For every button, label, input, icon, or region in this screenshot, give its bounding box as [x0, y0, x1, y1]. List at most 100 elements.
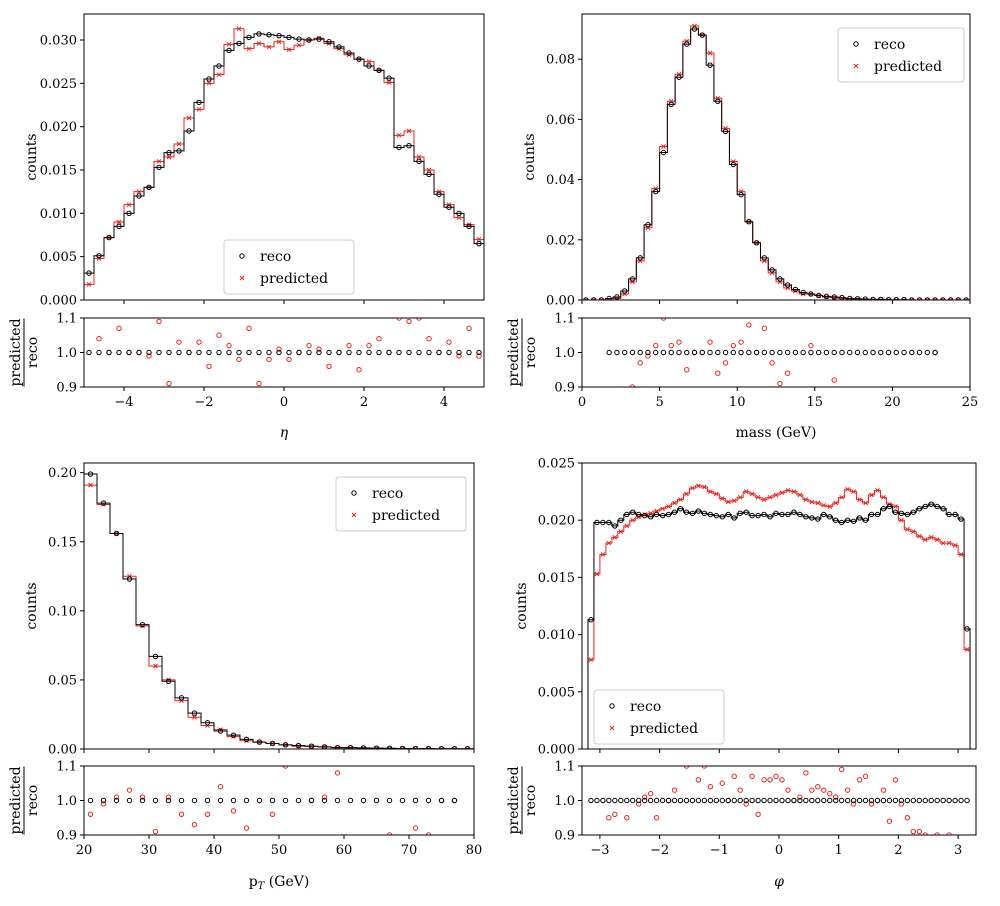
- series-predicted-point: [761, 497, 767, 502]
- ratio-reco-point: [699, 349, 705, 356]
- ratio-reco-point: [815, 349, 822, 356]
- series-reco-point: [269, 740, 276, 747]
- series-predicted-point: [672, 500, 677, 506]
- series-predicted-point: [791, 489, 797, 494]
- series-predicted-point: [737, 494, 743, 500]
- ratio-y-tick-label: 1.1: [56, 312, 77, 327]
- ratio-y-tick-label: 1.0: [554, 794, 575, 809]
- chart-panel-phi: 0.000 0.005 0.010 0.015 0.020 0.025 counts reco…: [506, 457, 977, 890]
- y-tick-label: 0.00: [48, 743, 77, 758]
- ratio-reco-point: [438, 797, 445, 804]
- ratio-reco-point: [246, 349, 252, 356]
- ratio-reco-point: [106, 349, 112, 356]
- ratio-predicted-point: [684, 367, 690, 373]
- ratio-reco-point: [660, 349, 667, 356]
- ratio-reco-point: [416, 349, 422, 356]
- ratio-predicted-point: [880, 787, 887, 793]
- ratio-reco-point: [791, 797, 797, 804]
- ratio-reco-point: [738, 349, 744, 356]
- series-reco-point: [156, 164, 162, 171]
- x-axis-label: pT (GeV): [249, 874, 310, 892]
- ratio-reco-point: [186, 349, 192, 356]
- ratio-reco-point: [606, 349, 612, 356]
- legend-reco-marker: [853, 41, 859, 47]
- ratio-reco-point: [838, 797, 845, 804]
- ratio-reco-point: [146, 349, 152, 356]
- ratio-reco-point: [645, 349, 651, 356]
- ratio-predicted-point: [886, 818, 893, 824]
- ratio-label-denominator: reco: [25, 337, 41, 368]
- y-tick-label: 0.010: [538, 628, 575, 643]
- ratio-reco-point: [256, 797, 263, 804]
- series-reco-point: [426, 171, 432, 178]
- series-reco-point: [761, 255, 768, 261]
- series-reco-point: [621, 288, 628, 294]
- y-tick-label: 0.025: [40, 77, 77, 92]
- ratio-predicted-point: [296, 843, 300, 847]
- series-predicted-point: [901, 297, 907, 300]
- ratio-reco-point: [677, 797, 684, 804]
- ratio-reco-point: [406, 349, 412, 356]
- series-reco-point: [934, 503, 940, 510]
- series-predicted-point: [702, 484, 707, 490]
- ratio-reco-point: [100, 797, 107, 804]
- series-reco-point: [815, 292, 822, 299]
- ratio-reco-point: [334, 797, 341, 804]
- series-predicted-point: [678, 497, 683, 502]
- legend-predicted-label: predicted: [372, 508, 440, 524]
- ratio-predicted-point: [206, 363, 212, 369]
- ratio-reco-point: [156, 349, 162, 356]
- ratio-predicted-point: [316, 346, 322, 352]
- series-reco-point: [636, 511, 642, 518]
- ratio-reco-point: [831, 349, 837, 356]
- ratio-axes-frame: [83, 317, 485, 388]
- ratio-predicted-point: [282, 766, 289, 769]
- ratio-predicted-point: [356, 367, 362, 373]
- ratio-reco-point: [898, 797, 905, 804]
- series-reco-point: [777, 276, 783, 282]
- ratio-predicted-point: [166, 380, 172, 387]
- ratio-reco-point: [624, 797, 630, 804]
- ratio-reco-point: [916, 797, 922, 804]
- ratio-reco-point: [139, 797, 146, 804]
- series-predicted-point: [136, 189, 142, 195]
- series-predicted-point: [276, 39, 282, 45]
- ratio-predicted-point: [416, 318, 422, 321]
- ratio-reco-point: [336, 349, 342, 356]
- ratio-predicted-point: [777, 380, 783, 387]
- ratio-axes-frame: [83, 765, 475, 836]
- series-reco-point: [166, 149, 172, 156]
- series-predicted-point: [910, 529, 916, 534]
- series-reco-point: [243, 736, 250, 743]
- ratio-predicted-point: [126, 787, 133, 793]
- series-reco-point: [719, 514, 725, 520]
- ratio-predicted-point: [767, 777, 773, 783]
- series-reco-line: [587, 503, 971, 749]
- series-reco-point: [676, 74, 682, 80]
- series-reco-point: [206, 76, 212, 82]
- ratio-reco-point: [176, 349, 182, 356]
- ratio-reco-point: [621, 349, 628, 356]
- ratio-reco-point: [276, 349, 282, 356]
- ratio-predicted-point: [731, 773, 737, 780]
- ratio-predicted-point: [833, 794, 839, 800]
- ratio-reco-point: [178, 797, 185, 804]
- ratio-reco-point: [425, 797, 432, 804]
- ratio-predicted-point: [412, 825, 419, 831]
- ratio-predicted-point: [113, 794, 120, 800]
- ratio-predicted-point: [676, 339, 682, 345]
- series-reco-point: [779, 511, 785, 518]
- ratio-reco-point: [719, 797, 725, 804]
- series-reco-point: [815, 516, 821, 522]
- ratio-reco-point: [191, 797, 198, 804]
- series-reco-point: [769, 267, 775, 273]
- series-reco-point: [856, 515, 863, 521]
- y-tick-label: 0.005: [40, 250, 77, 265]
- series-reco-point: [713, 512, 720, 519]
- ratio-reco-point: [964, 797, 970, 804]
- ratio-reco-point: [346, 349, 352, 356]
- ratio-reco-point: [113, 797, 120, 804]
- ratio-predicted-point: [269, 811, 276, 817]
- ratio-reco-point: [316, 349, 322, 356]
- ratio-reco-point: [230, 797, 237, 804]
